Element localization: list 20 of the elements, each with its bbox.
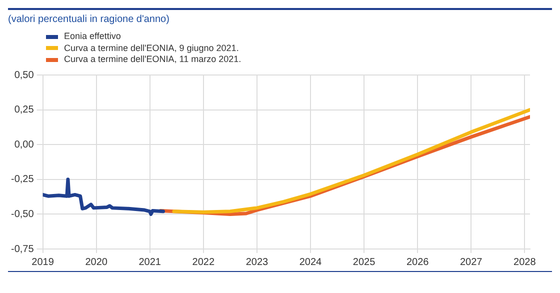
x-tick-label: 2026 — [406, 256, 430, 268]
x-tick-label: 2023 — [246, 256, 269, 268]
legend-label: Curva a termine dell'EONIA, 9 giugno 2021. — [64, 42, 239, 54]
y-tick-label: -0,25 — [10, 174, 34, 185]
x-tick-label: 2021 — [138, 256, 162, 268]
y-tick-label: -0,75 — [10, 243, 34, 254]
x-tick-label: 2027 — [460, 256, 483, 268]
legend-label: Eonia effettivo — [64, 31, 121, 42]
x-tick-label: 2022 — [192, 256, 215, 268]
y-tick-label: 0,00 — [14, 138, 34, 150]
y-tick-label: 0,50 — [14, 69, 34, 80]
x-tick-label: 2024 — [299, 256, 322, 268]
x-tick-label: 2019 — [32, 256, 54, 268]
y-tick-label: 0,25 — [14, 104, 34, 116]
x-tick-label: 2020 — [85, 256, 108, 268]
x-tick-label: 2025 — [352, 256, 376, 268]
y-tick-label: -0,50 — [10, 208, 34, 220]
x-tick-label: 2028 — [514, 256, 536, 268]
legend-label: Curva a termine dell'EONIA, 11 marzo 2021. — [64, 54, 242, 66]
chart-subtitle: (valori percentuali in ragione d'anno) — [8, 14, 170, 25]
